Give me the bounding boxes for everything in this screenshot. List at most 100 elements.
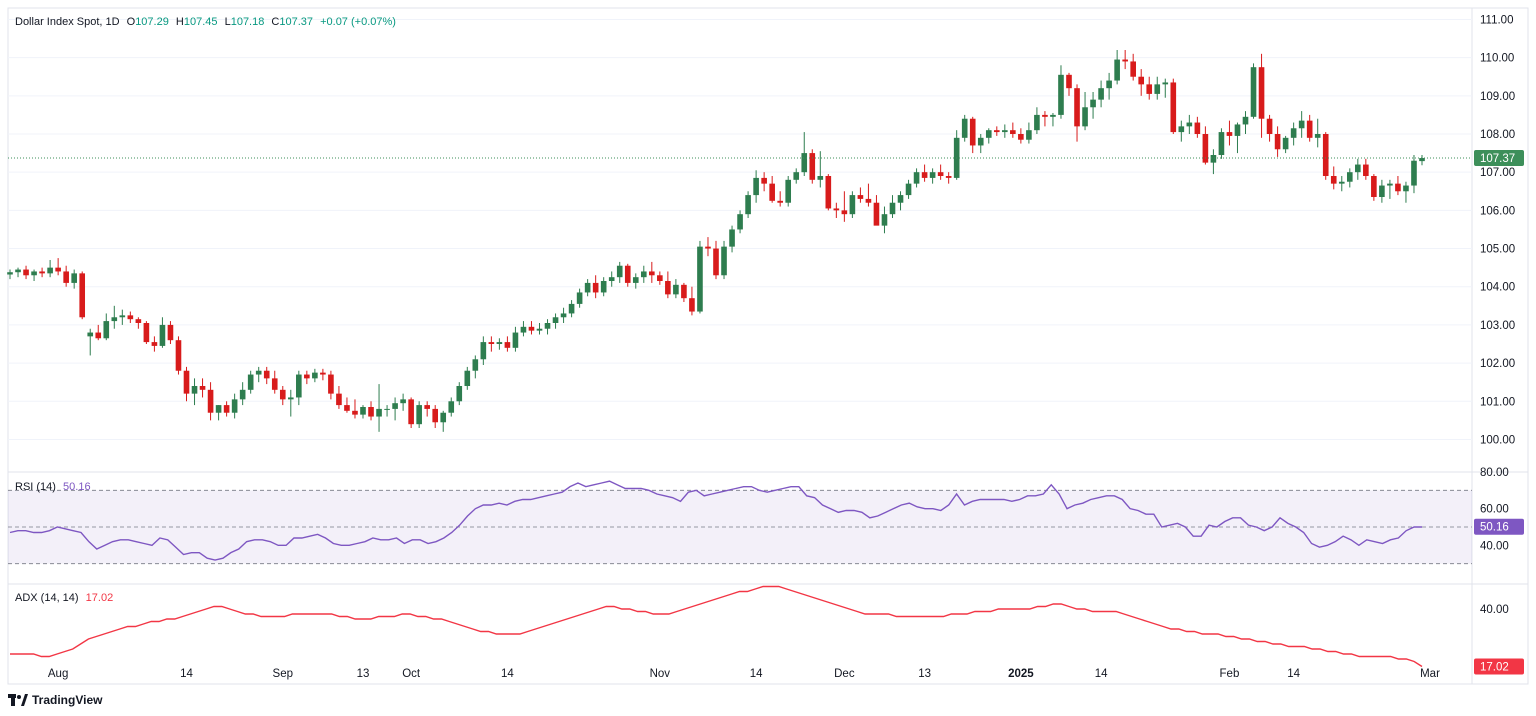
candle [183, 366, 190, 402]
candle [239, 382, 246, 406]
candle-body [993, 130, 1000, 133]
candle [328, 370, 334, 400]
candle [793, 168, 800, 184]
tradingview-logo[interactable]: TradingView [8, 693, 102, 707]
price-tick-label: 100.00 [1480, 434, 1515, 446]
candle [1322, 132, 1329, 180]
candle-body [1178, 126, 1185, 133]
candle [1210, 149, 1217, 175]
candle-body [1371, 176, 1377, 197]
candle-body [119, 315, 126, 318]
candle-body [1330, 176, 1337, 184]
candle [1194, 116, 1201, 138]
candle [993, 126, 1000, 136]
candle-body [127, 315, 134, 320]
candle [673, 279, 679, 299]
candle [15, 267, 21, 278]
candle-body [23, 269, 29, 276]
candle [199, 378, 206, 398]
price-tick-label: 103.00 [1480, 320, 1515, 332]
rsi-tick-label: 60.00 [1480, 504, 1509, 516]
candle [729, 225, 735, 253]
candle-body [881, 214, 888, 226]
candle [777, 191, 783, 207]
candle [71, 269, 77, 289]
candle [761, 172, 767, 192]
candle-body [408, 399, 414, 425]
candle [689, 286, 695, 316]
candle [296, 370, 302, 406]
candle [1379, 179, 1385, 203]
candle [1290, 122, 1297, 146]
candle [7, 269, 13, 280]
candle [1010, 122, 1016, 138]
candle-body [1042, 114, 1048, 117]
candle-body [135, 319, 142, 323]
candle [632, 273, 639, 289]
candle-body [472, 359, 479, 371]
candle-body [857, 195, 864, 199]
candle [352, 399, 358, 419]
candle-body [31, 271, 37, 276]
candle-body [873, 202, 880, 226]
candle [159, 317, 166, 348]
candle [985, 128, 992, 144]
rsi-value: 50.16 [63, 481, 91, 493]
candle [336, 386, 342, 409]
candle [753, 170, 759, 203]
candle-body [175, 340, 182, 371]
candle-body [833, 208, 840, 211]
candle [649, 261, 655, 283]
candle [801, 132, 808, 176]
candle-body [889, 202, 896, 215]
candle [624, 263, 631, 287]
candle-body [1058, 74, 1064, 115]
candle [279, 386, 286, 406]
time-tick-label: Sep [273, 668, 293, 680]
candle-body [1170, 82, 1177, 133]
candle-body [520, 326, 527, 333]
candle [1162, 78, 1169, 98]
candle-body [945, 176, 952, 178]
candle-body [1395, 183, 1401, 192]
candle-body [344, 405, 350, 411]
candle [905, 179, 912, 199]
candle [1002, 124, 1008, 138]
time-tick-label: 14 [180, 668, 193, 680]
candle [953, 130, 960, 180]
candle-body [1210, 155, 1217, 163]
candle-body [79, 273, 86, 318]
candle-body [440, 412, 447, 423]
candle [1419, 155, 1425, 166]
candle [833, 202, 840, 218]
candle [432, 405, 439, 428]
candle [1098, 80, 1104, 108]
candle [769, 176, 775, 203]
candle-body [263, 370, 270, 379]
rsi-value-label: 50.16 [1480, 522, 1509, 534]
candle [1387, 179, 1393, 199]
candle [1226, 120, 1233, 146]
candle [464, 366, 471, 390]
candle [873, 195, 880, 226]
candle-body [1018, 134, 1024, 140]
candle [512, 326, 519, 352]
candle [1218, 128, 1225, 159]
symbol-legend: Dollar Index Spot, 1D O107.29 H107.45 L1… [15, 16, 400, 28]
candle-body [761, 177, 767, 184]
candle-body [1074, 88, 1080, 127]
candle-body [55, 267, 61, 272]
candle-body [392, 403, 398, 409]
rsi-legend: RSI (14) 50.16 [15, 481, 95, 493]
candle-body [111, 317, 118, 322]
candle-body [937, 172, 944, 176]
candle [1298, 111, 1305, 138]
candle-body [1379, 185, 1385, 197]
candle-body [1010, 130, 1016, 134]
candle [1314, 118, 1321, 148]
time-tick-label: Oct [402, 668, 421, 680]
candle [384, 405, 390, 417]
candle-body [673, 284, 679, 295]
candle [448, 397, 455, 417]
rsi-value-badge [1474, 518, 1524, 535]
